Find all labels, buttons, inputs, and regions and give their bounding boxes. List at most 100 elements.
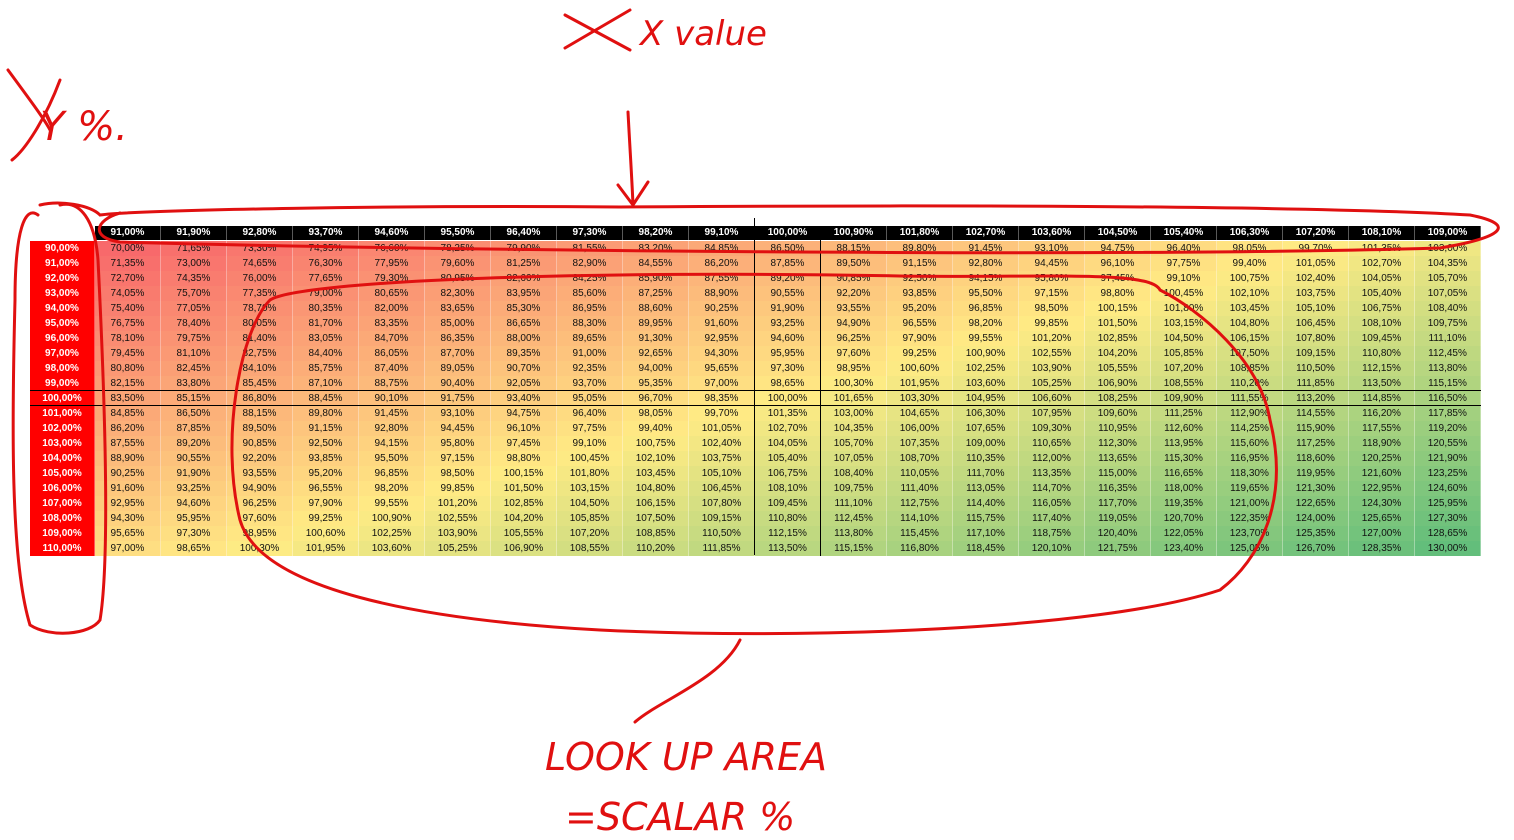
column-header: 101,80%: [887, 226, 953, 240]
lookup-cell: 80,65%: [359, 286, 425, 301]
lookup-cell: 100,30%: [821, 376, 887, 391]
column-header: 109,00%: [1415, 226, 1481, 240]
lookup-cell: 104,20%: [1085, 346, 1151, 361]
lookup-cell: 96,55%: [887, 316, 953, 331]
row-header: 110,00%: [30, 541, 95, 556]
lookup-cell: 128,65%: [1415, 526, 1481, 541]
lookup-cell: 102,55%: [425, 511, 491, 526]
lookup-cell: 104,35%: [1415, 256, 1481, 271]
lookup-cell: 76,75%: [95, 316, 161, 331]
lookup-cell: 107,65%: [953, 421, 1019, 436]
lookup-cell: 76,60%: [359, 241, 425, 256]
lookup-cell: 100,15%: [1085, 301, 1151, 316]
lookup-cell: 99,85%: [1019, 316, 1085, 331]
lookup-cell: 90,40%: [425, 376, 491, 391]
lookup-cell: 88,60%: [623, 301, 689, 316]
lookup-cell: 99,10%: [557, 436, 623, 451]
lookup-cell: 102,85%: [1085, 331, 1151, 346]
lookup-cell: 89,80%: [293, 406, 359, 421]
lookup-cell: 98,95%: [227, 526, 293, 541]
lookup-cell: 83,20%: [623, 241, 689, 256]
lookup-cell: 93,25%: [161, 481, 227, 496]
lookup-cell: 96,85%: [953, 301, 1019, 316]
lookup-cell: 85,60%: [557, 286, 623, 301]
lookup-cell: 98,95%: [821, 361, 887, 376]
lookup-cell: 107,05%: [821, 451, 887, 466]
separator: [30, 405, 1481, 406]
lookup-cell: 111,10%: [1415, 331, 1481, 346]
lookup-cell: 119,35%: [1151, 496, 1217, 511]
lookup-cell: 91,15%: [887, 256, 953, 271]
lookup-cell: 94,45%: [1019, 256, 1085, 271]
lookup-cell: 83,65%: [425, 301, 491, 316]
lookup-cell: 91,45%: [359, 406, 425, 421]
lookup-cell: 104,80%: [1217, 316, 1283, 331]
lookup-cell: 90,85%: [227, 436, 293, 451]
lookup-cell: 112,90%: [1217, 406, 1283, 421]
row-header: 109,00%: [30, 526, 95, 541]
lookup-cell: 119,05%: [1085, 511, 1151, 526]
lookup-cell: 71,35%: [95, 256, 161, 271]
row-header: 105,00%: [30, 466, 95, 481]
lookup-cell: 105,70%: [821, 436, 887, 451]
lookup-cell: 103,45%: [1217, 301, 1283, 316]
lookup-cell: 102,70%: [755, 421, 821, 436]
lookup-cell: 84,25%: [557, 271, 623, 286]
lookup-cell: 91,45%: [953, 241, 1019, 256]
lookup-cell: 116,50%: [1415, 391, 1481, 406]
lookup-cell: 87,55%: [689, 271, 755, 286]
column-header: 92,80%: [227, 226, 293, 240]
lookup-cell: 116,65%: [1151, 466, 1217, 481]
lookup-cell: 101,65%: [821, 391, 887, 406]
lookup-cell: 93,55%: [821, 301, 887, 316]
lookup-cell: 111,85%: [689, 541, 755, 556]
lookup-cell: 92,95%: [689, 331, 755, 346]
lookup-cell: 113,50%: [755, 541, 821, 556]
lookup-cell: 115,30%: [1151, 451, 1217, 466]
lookup-cell: 73,30%: [227, 241, 293, 256]
lookup-cell: 97,15%: [1019, 286, 1085, 301]
lookup-cell: 108,40%: [821, 466, 887, 481]
lookup-cell: 104,65%: [887, 406, 953, 421]
lookup-cell: 99,55%: [359, 496, 425, 511]
lookup-cell: 101,80%: [557, 466, 623, 481]
lookup-cell: 87,10%: [293, 376, 359, 391]
lookup-cell: 96,85%: [359, 466, 425, 481]
lookup-cell: 110,20%: [1217, 376, 1283, 391]
lookup-cell: 121,00%: [1217, 496, 1283, 511]
lookup-cell: 95,20%: [887, 301, 953, 316]
lookup-cell: 107,50%: [1217, 346, 1283, 361]
lookup-cell: 94,60%: [755, 331, 821, 346]
lookup-cell: 95,50%: [359, 451, 425, 466]
lookup-cell: 111,70%: [953, 466, 1019, 481]
lookup-cell: 92,95%: [95, 496, 161, 511]
lookup-cell: 81,40%: [227, 331, 293, 346]
lookup-cell: 89,65%: [557, 331, 623, 346]
lookup-cell: 100,75%: [1217, 271, 1283, 286]
lookup-cell: 97,00%: [689, 376, 755, 391]
lookup-cell: 102,25%: [953, 361, 1019, 376]
lookup-cell: 120,25%: [1349, 451, 1415, 466]
lookup-cell: 88,15%: [821, 241, 887, 256]
lookup-cell: 93,10%: [425, 406, 491, 421]
lookup-cell: 105,25%: [1019, 376, 1085, 391]
lookup-cell: 99,40%: [1217, 256, 1283, 271]
lookup-cell: 109,45%: [1349, 331, 1415, 346]
lookup-cell: 90,85%: [821, 271, 887, 286]
lookup-cell: 103,15%: [1151, 316, 1217, 331]
lookup-cell: 113,50%: [1349, 376, 1415, 391]
lookup-cell: 115,75%: [953, 511, 1019, 526]
lookup-cell: 112,15%: [1349, 361, 1415, 376]
lookup-cell: 80,95%: [425, 271, 491, 286]
lookup-cell: 94,75%: [491, 406, 557, 421]
lookup-cell: 99,40%: [623, 421, 689, 436]
lookup-cell: 107,20%: [557, 526, 623, 541]
lookup-cell: 109,15%: [689, 511, 755, 526]
lookup-cell: 108,85%: [1217, 361, 1283, 376]
lookup-cell: 107,95%: [1019, 406, 1085, 421]
lookup-cell: 130,00%: [1415, 541, 1481, 556]
lookup-cell: 87,85%: [755, 256, 821, 271]
lookup-cell: 113,05%: [953, 481, 1019, 496]
lookup-cell: 75,40%: [95, 301, 161, 316]
row-header: 101,00%: [30, 406, 95, 421]
